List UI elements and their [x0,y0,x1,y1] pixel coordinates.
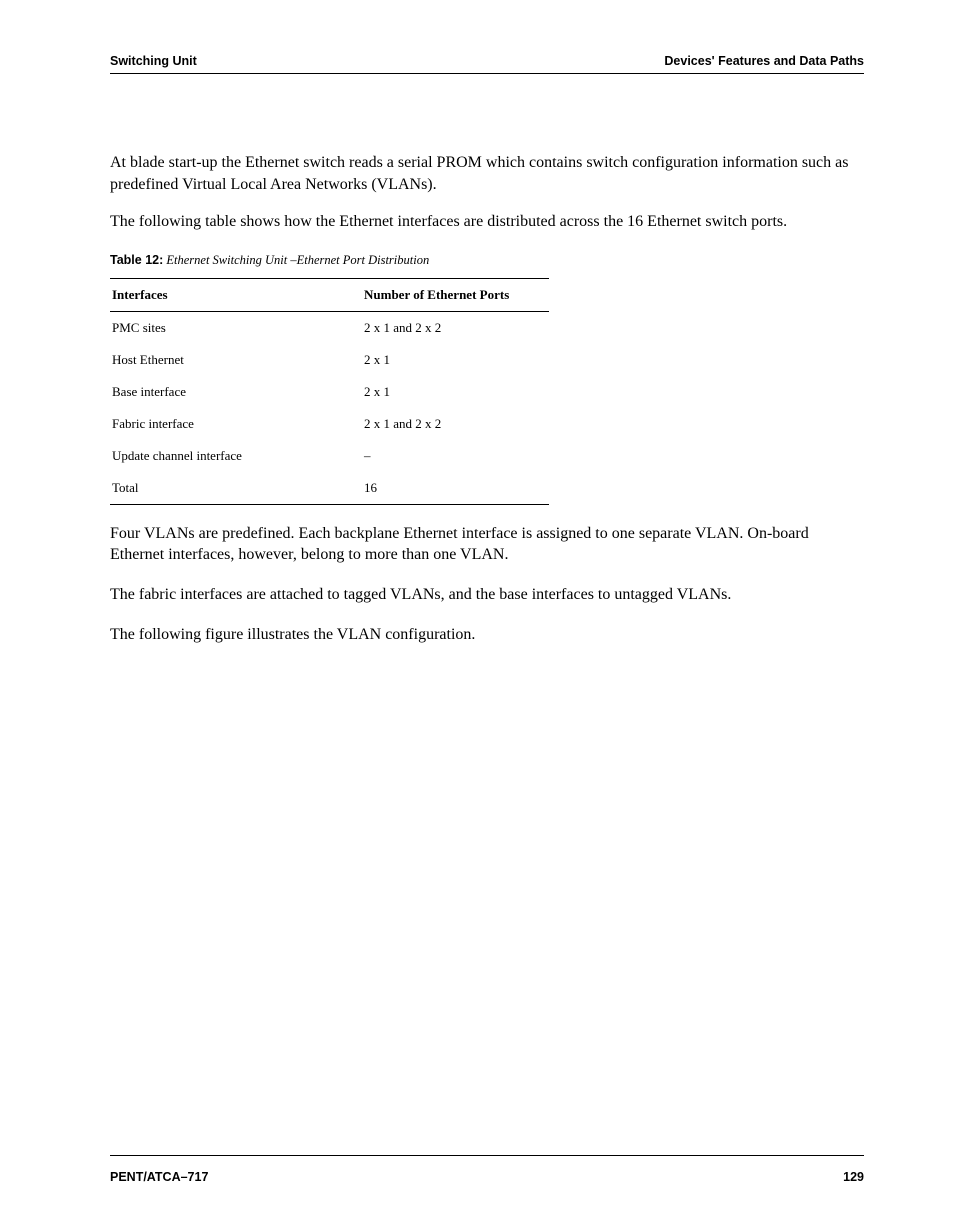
paragraph-1: At blade start-up the Ethernet switch re… [110,152,864,195]
table-cell: Total [110,472,362,505]
table-cell: Base interface [110,376,362,408]
paragraph-2: The following table shows how the Ethern… [110,211,864,233]
footer-left: PENT/ATCA–717 [110,1170,208,1184]
paragraph-3: Four VLANs are predefined. Each backplan… [110,523,864,566]
table-header-row: Interfaces Number of Ethernet Ports [110,278,549,311]
paragraph-5: The following figure illustrates the VLA… [110,624,864,646]
table-row: Update channel interface – [110,440,549,472]
footer-right: 129 [843,1170,864,1184]
table-cell: PMC sites [110,311,362,344]
table-cell: – [362,440,549,472]
table-row: Total 16 [110,472,549,505]
table-row: Base interface 2 x 1 [110,376,549,408]
table-row: Host Ethernet 2 x 1 [110,344,549,376]
header-left: Switching Unit [110,54,197,68]
table-cell: 2 x 1 and 2 x 2 [362,408,549,440]
page-footer: PENT/ATCA–717 129 [110,1155,864,1184]
paragraph-4: The fabric interfaces are attached to ta… [110,584,864,606]
table-cell: 16 [362,472,549,505]
table-cell: 2 x 1 [362,344,549,376]
table-caption: Table 12: Ethernet Switching Unit –Ether… [110,253,864,268]
table-caption-label: Table 12: [110,253,163,267]
ethernet-port-table: Interfaces Number of Ethernet Ports PMC … [110,278,549,505]
table-row: Fabric interface 2 x 1 and 2 x 2 [110,408,549,440]
table-caption-title: Ethernet Switching Unit –Ethernet Port D… [163,253,429,267]
table-cell: 2 x 1 [362,376,549,408]
table-cell: Fabric interface [110,408,362,440]
table-row: PMC sites 2 x 1 and 2 x 2 [110,311,549,344]
header-right: Devices' Features and Data Paths [664,54,864,68]
table-cell: Update channel interface [110,440,362,472]
page-header: Switching Unit Devices' Features and Dat… [110,54,864,74]
page: Switching Unit Devices' Features and Dat… [0,0,954,1232]
table-cell: 2 x 1 and 2 x 2 [362,311,549,344]
table-col-interfaces: Interfaces [110,278,362,311]
table-cell: Host Ethernet [110,344,362,376]
table-col-ports: Number of Ethernet Ports [362,278,549,311]
